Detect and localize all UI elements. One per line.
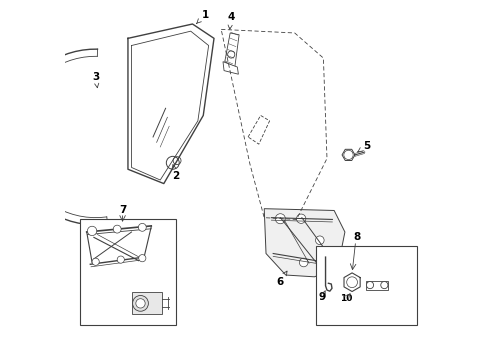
Text: 3: 3	[92, 72, 99, 88]
Bar	[80, 220, 176, 325]
Polygon shape	[264, 209, 344, 277]
Bar	[366, 280, 387, 289]
Circle shape	[366, 282, 373, 289]
Text: 4: 4	[227, 12, 234, 29]
Circle shape	[275, 214, 285, 224]
Text: 9: 9	[317, 292, 325, 302]
Circle shape	[117, 256, 124, 263]
Text: 2: 2	[172, 165, 179, 181]
Polygon shape	[224, 33, 239, 67]
Circle shape	[380, 282, 387, 289]
Text: 6: 6	[275, 271, 286, 287]
Circle shape	[139, 255, 145, 262]
Circle shape	[138, 224, 146, 231]
Circle shape	[322, 259, 330, 268]
Circle shape	[87, 226, 97, 235]
Circle shape	[296, 214, 305, 224]
Text: 10: 10	[340, 294, 352, 303]
Circle shape	[315, 236, 324, 244]
Circle shape	[113, 225, 121, 233]
Bar	[131, 292, 162, 315]
Text: 5: 5	[357, 141, 369, 152]
Text: 1: 1	[196, 10, 208, 23]
Circle shape	[92, 258, 99, 265]
Circle shape	[132, 296, 148, 311]
Polygon shape	[223, 62, 238, 74]
Text: 7: 7	[119, 206, 126, 216]
Circle shape	[299, 258, 307, 267]
Bar	[316, 246, 416, 325]
Text: 8: 8	[353, 232, 360, 242]
Circle shape	[136, 299, 145, 308]
